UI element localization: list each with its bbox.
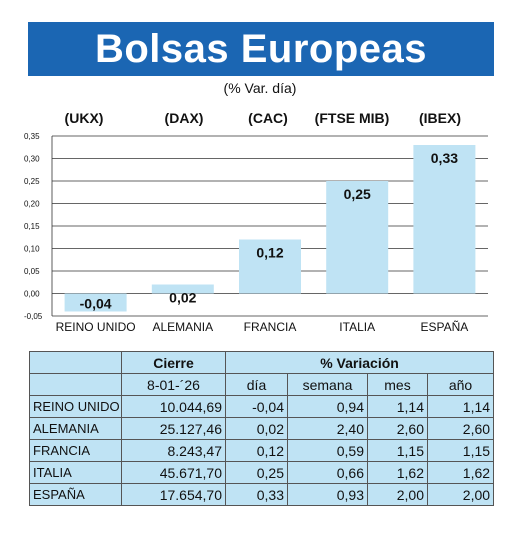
- row-year: 2,00: [426, 483, 495, 506]
- row-week: 0,94: [287, 395, 368, 418]
- row-close: 10.044,69: [121, 395, 226, 418]
- bar-value-label: 0,25: [344, 186, 371, 202]
- header-week: semana: [287, 373, 368, 396]
- bar-value-label: 0,33: [431, 150, 458, 166]
- row-year: 1,15: [426, 439, 495, 462]
- row-month: 1,15: [367, 439, 428, 462]
- row-name: FRANCIA: [29, 439, 122, 462]
- table-subheader-row: 8-01-´26 día semana mes año: [29, 373, 495, 396]
- bar-value-label: 0,02: [169, 290, 196, 306]
- table-row: ESPAÑA 17.654,70 0,33 0,93 2,00 2,00: [29, 483, 495, 506]
- header-variation: % Variación: [224, 351, 495, 374]
- row-close: 8.243,47: [121, 439, 226, 462]
- page-title: Bolsas Europeas: [94, 26, 428, 71]
- row-week: 0,59: [287, 439, 368, 462]
- row-day: 0,25: [225, 461, 288, 484]
- header-date: 8-01-´26: [121, 373, 226, 396]
- y-tick-label: 0,10: [24, 245, 40, 254]
- x-category-label: ESPAÑA: [421, 320, 469, 334]
- x-category-label: ITALIA: [339, 320, 375, 334]
- row-day: -0,04: [225, 395, 288, 418]
- bar-chart: -0,05 0,00 0,05 0,10 0,15 0,20 0,25 0,30 0,35 -0,…: [24, 132, 488, 334]
- row-close: 25.127,46: [121, 417, 226, 440]
- row-year: 1,14: [426, 395, 495, 418]
- bar: [413, 145, 476, 294]
- row-name: ALEMANIA: [29, 417, 122, 440]
- bar-value-label: 0,12: [256, 245, 283, 261]
- row-year: 1,62: [426, 461, 495, 484]
- row-name: REINO UNIDO: [29, 395, 122, 418]
- table-row: ALEMANIA 25.127,46 0,02 2,40 2,60 2,60: [29, 417, 495, 440]
- header-close: Cierre: [121, 351, 226, 374]
- y-tick-label: -0,05: [24, 312, 43, 321]
- row-year: 2,60: [426, 417, 495, 440]
- y-tick-label: 0,05: [24, 267, 40, 276]
- bar: [64, 293, 127, 312]
- title-banner: Bolsas Europeas: [28, 22, 494, 76]
- row-day: 0,33: [225, 483, 288, 506]
- bar-value-label: -0,04: [80, 296, 112, 312]
- row-close: 45.671,70: [121, 461, 226, 484]
- table-row: REINO UNIDO 10.044,69 -0,04 0,94 1,14 1,…: [29, 395, 495, 418]
- row-name: ITALIA: [29, 461, 122, 484]
- row-week: 0,93: [287, 483, 368, 506]
- x-category-label: FRANCIA: [244, 320, 297, 334]
- y-tick-label: 0,25: [24, 177, 40, 186]
- row-month: 2,60: [367, 417, 428, 440]
- chart-subtitle: (% Var. día): [223, 80, 297, 96]
- y-tick-label: 0,30: [24, 155, 40, 164]
- header-year: año: [426, 373, 495, 396]
- header-empty-cell: [29, 351, 122, 374]
- row-day: 0,02: [225, 417, 288, 440]
- row-week: 2,40: [287, 417, 368, 440]
- y-tick-label: 0,00: [24, 290, 40, 299]
- y-tick-label: 0,15: [24, 222, 40, 231]
- ticker-row: (UKX) (DAX) (CAC) (FTSE MIB) (IBEX): [0, 110, 520, 130]
- bar: [239, 239, 301, 294]
- ticker-ukx: (UKX): [64, 110, 104, 126]
- row-month: 1,62: [367, 461, 428, 484]
- bar: [326, 181, 389, 294]
- bar: [151, 284, 214, 294]
- x-category-label: ALEMANIA: [152, 320, 213, 334]
- ticker-ibex: (IBEX): [419, 110, 461, 126]
- x-category-label: REINO UNIDO: [56, 320, 136, 334]
- subheader-empty-cell: [29, 373, 122, 396]
- row-close: 17.654,70: [121, 483, 226, 506]
- row-week: 0,66: [287, 461, 368, 484]
- table-row: FRANCIA 8.243,47 0,12 0,59 1,15 1,15: [29, 439, 495, 462]
- header-month: mes: [367, 373, 428, 396]
- market-table: Cierre % Variación 8-01-´26 día semana m…: [29, 351, 495, 506]
- row-month: 2,00: [367, 483, 428, 506]
- ticker-dax: (DAX): [164, 110, 204, 126]
- ticker-cac: (CAC): [248, 110, 288, 126]
- y-tick-label: 0,35: [24, 132, 40, 141]
- row-name: ESPAÑA: [29, 483, 122, 506]
- row-month: 1,14: [367, 395, 428, 418]
- table-row: ITALIA 45.671,70 0,25 0,66 1,62 1,62: [29, 461, 495, 484]
- y-tick-label: 0,20: [24, 200, 40, 209]
- header-day: día: [225, 373, 288, 396]
- table-header-row: Cierre % Variación: [29, 351, 495, 374]
- ticker-ftse-mib: (FTSE MIB): [314, 110, 390, 126]
- row-day: 0,12: [225, 439, 288, 462]
